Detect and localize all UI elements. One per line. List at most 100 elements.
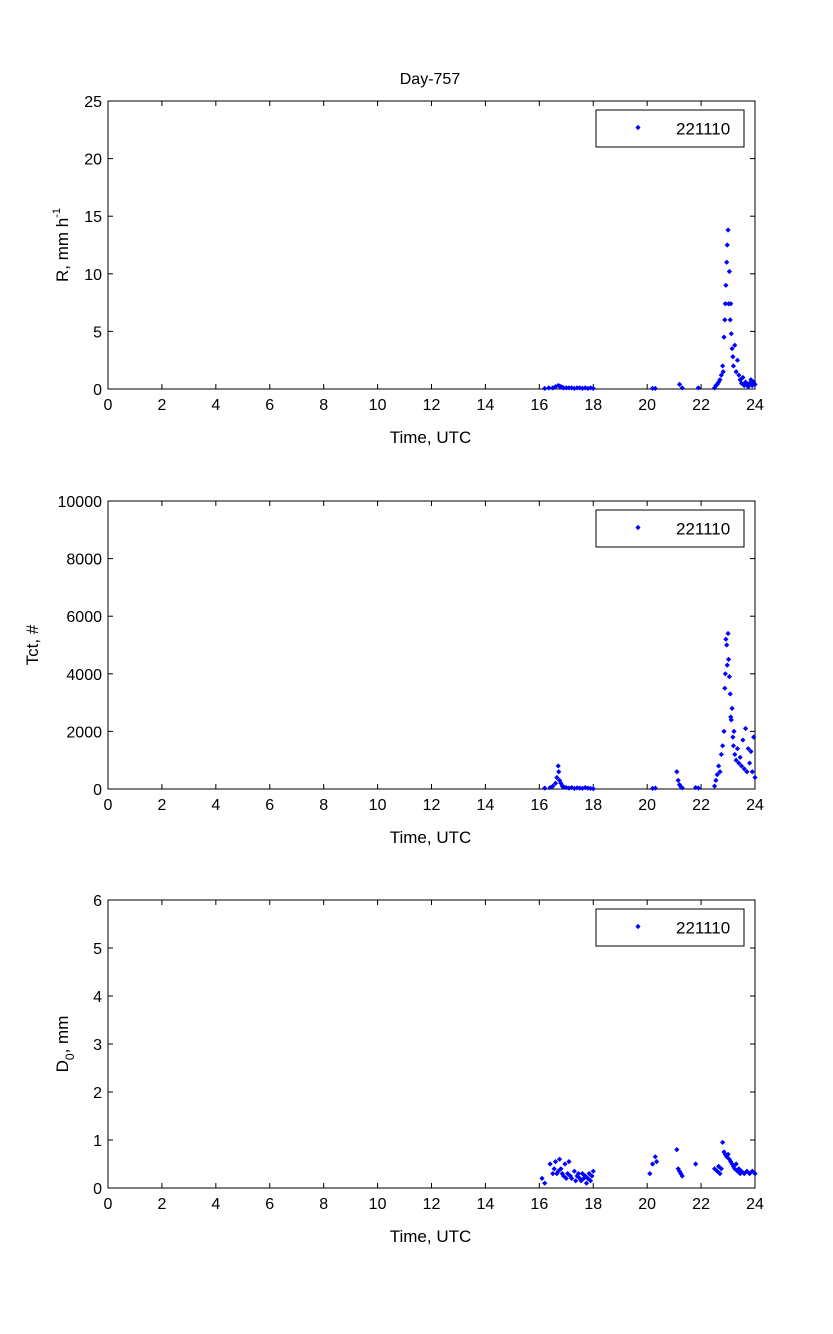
data-point: [577, 385, 583, 391]
data-point: [718, 1166, 724, 1172]
data-point: [729, 1161, 735, 1167]
x-tick-label: 18: [584, 397, 602, 414]
legend-box: [595, 908, 745, 947]
x-tick-label: 16: [530, 397, 548, 414]
data-point: [736, 760, 742, 766]
data-point: [732, 342, 738, 348]
data-point: [679, 785, 685, 791]
x-tick-label: 24: [746, 1196, 764, 1213]
data-point: [547, 1161, 553, 1167]
y-tick-label: 10: [84, 267, 102, 284]
data-point: [577, 785, 583, 791]
data-point: [726, 268, 732, 275]
data-point: [713, 777, 719, 783]
data-point: [652, 785, 658, 791]
data-point: [740, 374, 746, 381]
data-point: [649, 1161, 656, 1167]
chart-panel-2: 0 2 4 6 8 10 12 14 16 18 20 22 240200040006000800010…: [23, 494, 764, 847]
data-point: [716, 379, 722, 385]
data-point: [728, 301, 734, 307]
legend-label: 221110: [676, 919, 730, 938]
data-point: [556, 1156, 563, 1162]
data-point: [727, 317, 733, 323]
data-point: [552, 384, 559, 390]
figure-title: Day-757: [400, 71, 461, 88]
data-point: [728, 717, 734, 723]
data-point: [558, 1166, 564, 1172]
data-point: [730, 734, 736, 740]
data-point: [744, 381, 750, 387]
data-point: [749, 769, 755, 775]
legend-label: 221110: [676, 520, 730, 539]
data-point: [747, 760, 753, 766]
data-point: [571, 1168, 577, 1174]
y-tick-label: 2: [93, 1085, 102, 1102]
data-point: [582, 1173, 588, 1179]
data-point: [546, 385, 552, 391]
x-tick-label: 18: [584, 1196, 602, 1213]
data-point: [542, 785, 548, 791]
legend-marker: [635, 524, 641, 531]
x-tick-label: 12: [423, 797, 441, 814]
data-point: [720, 743, 726, 749]
y-tick-label: 0: [93, 1181, 102, 1198]
data-point: [574, 1173, 580, 1179]
x-tick-label: 14: [477, 397, 495, 414]
data-point: [733, 757, 739, 763]
data-point: [695, 385, 701, 391]
data-point: [724, 242, 730, 248]
x-tick-label: 22: [692, 797, 710, 814]
legend-marker: [635, 124, 641, 131]
data-point: [679, 385, 685, 391]
y-tick-label: 3: [93, 1037, 102, 1054]
data-point: [674, 1147, 680, 1153]
y-axis-label: D0, mm: [53, 1016, 77, 1073]
x-tick-label: 20: [638, 797, 656, 814]
data-point: [721, 1149, 727, 1155]
x-tick-label: 0: [104, 397, 113, 414]
data-point: [724, 662, 730, 668]
y-axis-label-superscript: -1: [51, 208, 63, 218]
data-point: [716, 763, 722, 769]
data-point: [733, 369, 739, 375]
data-point: [695, 785, 701, 791]
data-point: [585, 385, 591, 392]
legend-box: [595, 109, 745, 148]
data-point: [693, 1161, 699, 1167]
data-point: [652, 385, 658, 392]
y-tick-label: 8000: [66, 552, 102, 569]
data-point: [573, 1178, 579, 1184]
data-point: [749, 382, 755, 389]
data-point: [730, 743, 737, 749]
data-point: [722, 671, 728, 677]
y-tick-label: 15: [84, 209, 102, 226]
x-tick-label: 12: [423, 1196, 441, 1213]
data-point: [552, 780, 559, 786]
data-point: [730, 354, 736, 360]
data-point: [752, 381, 758, 387]
x-tick-label: 4: [211, 397, 220, 414]
data-point: [590, 786, 596, 792]
legend: 221110: [595, 509, 745, 548]
data-point: [582, 385, 588, 391]
data-point: [748, 748, 754, 755]
y-axis-label-suffix: , mm: [53, 1016, 72, 1054]
y-tick-label: 4: [93, 989, 102, 1006]
data-point: [726, 674, 732, 680]
y-axis-label: Tct, #: [23, 624, 42, 665]
x-tick-label: 16: [530, 797, 548, 814]
data-point: [724, 259, 730, 265]
data-point: [582, 784, 588, 791]
data-point: [558, 780, 564, 786]
data-point: [571, 385, 577, 392]
data-point: [560, 784, 567, 790]
data-point: [575, 1171, 582, 1177]
y-tick-label: 20: [84, 152, 102, 169]
data-point: [729, 705, 735, 711]
y-tick-label: 2000: [66, 724, 102, 741]
data-point: [728, 331, 734, 337]
data-point: [749, 1168, 755, 1174]
